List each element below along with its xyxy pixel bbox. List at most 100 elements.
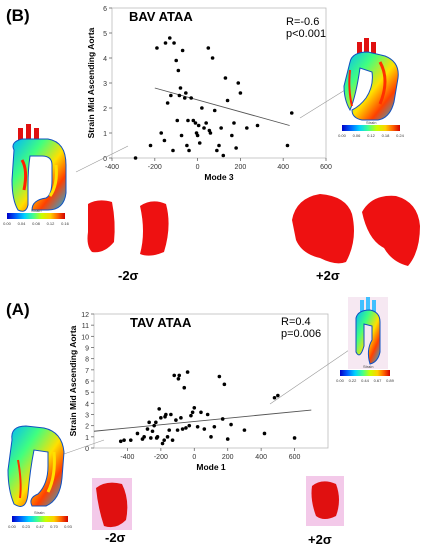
chart-b-data-point [176, 68, 181, 73]
chart-b-data-point [232, 121, 236, 125]
chart-a-data-point [205, 412, 210, 417]
chart-a-ytick-label: 7 [85, 368, 89, 375]
chart-a-data-point [176, 376, 181, 381]
colorbar-a-left-tick-label: 0.70 [50, 524, 59, 529]
chart-a-data-point [169, 412, 173, 417]
chart-b-xtick-label: 600 [320, 164, 332, 171]
chart-b-data-point [171, 148, 175, 153]
chart-a-ytick-label: 8 [85, 357, 89, 364]
colorbar-a-right-tick-label: 0.44 [361, 378, 370, 383]
chart-b-data-point [219, 126, 223, 130]
chart-a-data-point [150, 429, 155, 434]
chart-b-data-point [236, 81, 241, 85]
chart-a-data-point [155, 435, 160, 439]
chart-a-data-point [262, 431, 267, 436]
chart-a-data-point [170, 438, 175, 442]
chart-b-ytick-label: 3 [103, 81, 107, 88]
chart-b-data-point [162, 138, 167, 143]
chart-b-data-point [167, 36, 172, 40]
chart-b-data-point [212, 108, 217, 113]
chart-b-data-point [195, 133, 200, 138]
chart-b-data-point [234, 146, 238, 150]
chart-a-xtick-label: 400 [255, 454, 267, 461]
chart-a-data-point [229, 422, 233, 427]
chart-a-data-point [179, 416, 183, 420]
aorta-heatmap-a-left [7, 425, 65, 507]
chart-a-xtick-label: 600 [289, 454, 301, 461]
chart-a-data-point [272, 395, 277, 400]
chart-b-data-point [159, 131, 164, 135]
colorbar-b-left-tick-label: 0.12 [47, 221, 56, 226]
colorbar-a-left-tick-label: 0.93 [64, 524, 73, 529]
colorbar-a-right-title: Strain [363, 364, 373, 369]
chart-b-data-point [165, 101, 170, 105]
chart-b-data-point [182, 96, 187, 100]
chart-b-data-point [210, 56, 215, 60]
chart-b-data-point [189, 96, 193, 100]
chart-a-data-point [128, 438, 133, 442]
colorbar-a-right-tick-label: 0.89 [386, 378, 395, 383]
chart-b-data-point [175, 118, 180, 123]
chart-b-data-point [184, 91, 188, 95]
colorbar-b-left-tick-label: 0.04 [18, 221, 27, 226]
chart-a-ytick-label: 11 [82, 323, 89, 330]
chart-a-data-point [180, 427, 185, 431]
chart-b-data-point [255, 123, 260, 128]
chart-b-data-point [208, 131, 213, 135]
chart-a-ytick-label: 12 [81, 312, 89, 319]
chart-a-xtick-label: -400 [120, 454, 134, 461]
chart-b-data-point [245, 126, 249, 130]
chart-b-x-axis-label: Mode 3 [204, 172, 234, 182]
colorbar-b-right-tick-label: 0.12 [367, 133, 376, 138]
chart-b-data-point [223, 76, 228, 80]
plot-b: 0 1 2 3 4 5 6 -400 -200 0 200 400 600 Mode 3 Strain Mi… [75, 6, 346, 182]
chart-a-data-point [157, 407, 161, 411]
colorbar-b-left-tick-label: 0.08 [32, 221, 41, 226]
chart-a-xtick-label: -200 [154, 454, 168, 461]
colorbar-a-right-tick-label: 0.00 [336, 378, 345, 383]
chart-a-data-point [122, 438, 126, 442]
aorta-heatmap-b-left [11, 124, 67, 212]
chart-a-data-point [164, 412, 168, 417]
chart-b-data-point [225, 98, 230, 103]
colorbar-a-right-tick-label: 0.67 [374, 378, 383, 383]
chart-b-data-point [133, 156, 138, 160]
chart-a-data-point [162, 438, 166, 442]
colorbar-a-left: Strain 0.00 0.23 0.47 0.70 0.93 [8, 510, 73, 529]
shape-b-minus-2sigma [87, 200, 169, 256]
chart-a-x-axis-label: Mode 1 [196, 462, 226, 472]
chart-a-data-point [160, 441, 165, 446]
chart-b-data-point [174, 58, 178, 63]
chart-b-data-point [169, 93, 173, 98]
chart-b-ytick-label: 6 [103, 6, 107, 13]
chart-a-title: TAV ATAA [130, 315, 192, 330]
chart-b-data-point [179, 133, 184, 138]
chart-a-data-point [242, 428, 247, 432]
chart-b-data-point [221, 153, 226, 158]
chart-a-connector-line [63, 439, 105, 455]
chart-b-xtick-label: 0 [196, 164, 200, 171]
sigma-plus-b: +2σ [316, 268, 340, 283]
chart-a-data-point [142, 435, 146, 439]
colorbar-a-left-tick-label: 0.47 [36, 524, 45, 529]
chart-a-data-point [177, 373, 182, 378]
chart-b-data-point [204, 121, 208, 125]
chart-a-data-point [202, 427, 207, 431]
sigma-plus-a: +2σ [308, 532, 332, 547]
chart-b-data-point [202, 126, 206, 130]
chart-a-data-point [159, 416, 163, 420]
chart-a-data-point [276, 393, 280, 398]
chart-b-data-point [178, 86, 183, 90]
chart-a-data-point [185, 370, 190, 374]
chart-a-data-point [192, 406, 197, 410]
aorta-heatmap-a-right [348, 297, 388, 369]
chart-a-data-point [190, 410, 195, 415]
chart-a-data-point [145, 427, 150, 431]
colorbar-b-right-tick-label: 0.06 [353, 133, 362, 138]
shape-b-plus-2sigma [292, 194, 420, 266]
chart-a-ytick-label: 2 [85, 424, 89, 431]
chart-a-data-point [147, 420, 151, 425]
chart-b-data-point [206, 46, 211, 50]
